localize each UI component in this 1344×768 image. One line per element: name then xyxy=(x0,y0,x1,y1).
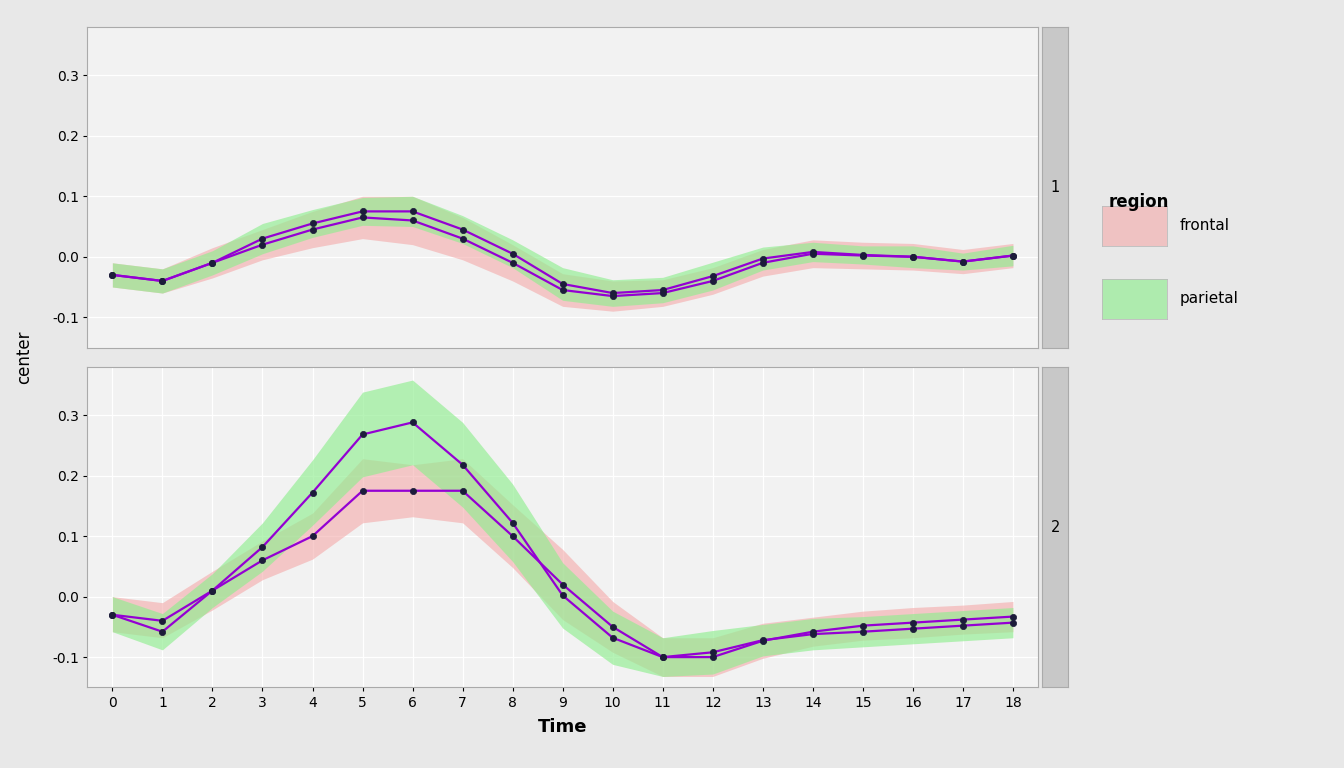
Text: frontal: frontal xyxy=(1180,218,1230,233)
Text: parietal: parietal xyxy=(1180,291,1239,306)
Text: region: region xyxy=(1109,194,1169,211)
Text: center: center xyxy=(15,330,34,384)
Text: 1: 1 xyxy=(1051,180,1060,195)
Text: 2: 2 xyxy=(1051,519,1060,535)
X-axis label: Time: Time xyxy=(538,718,587,736)
